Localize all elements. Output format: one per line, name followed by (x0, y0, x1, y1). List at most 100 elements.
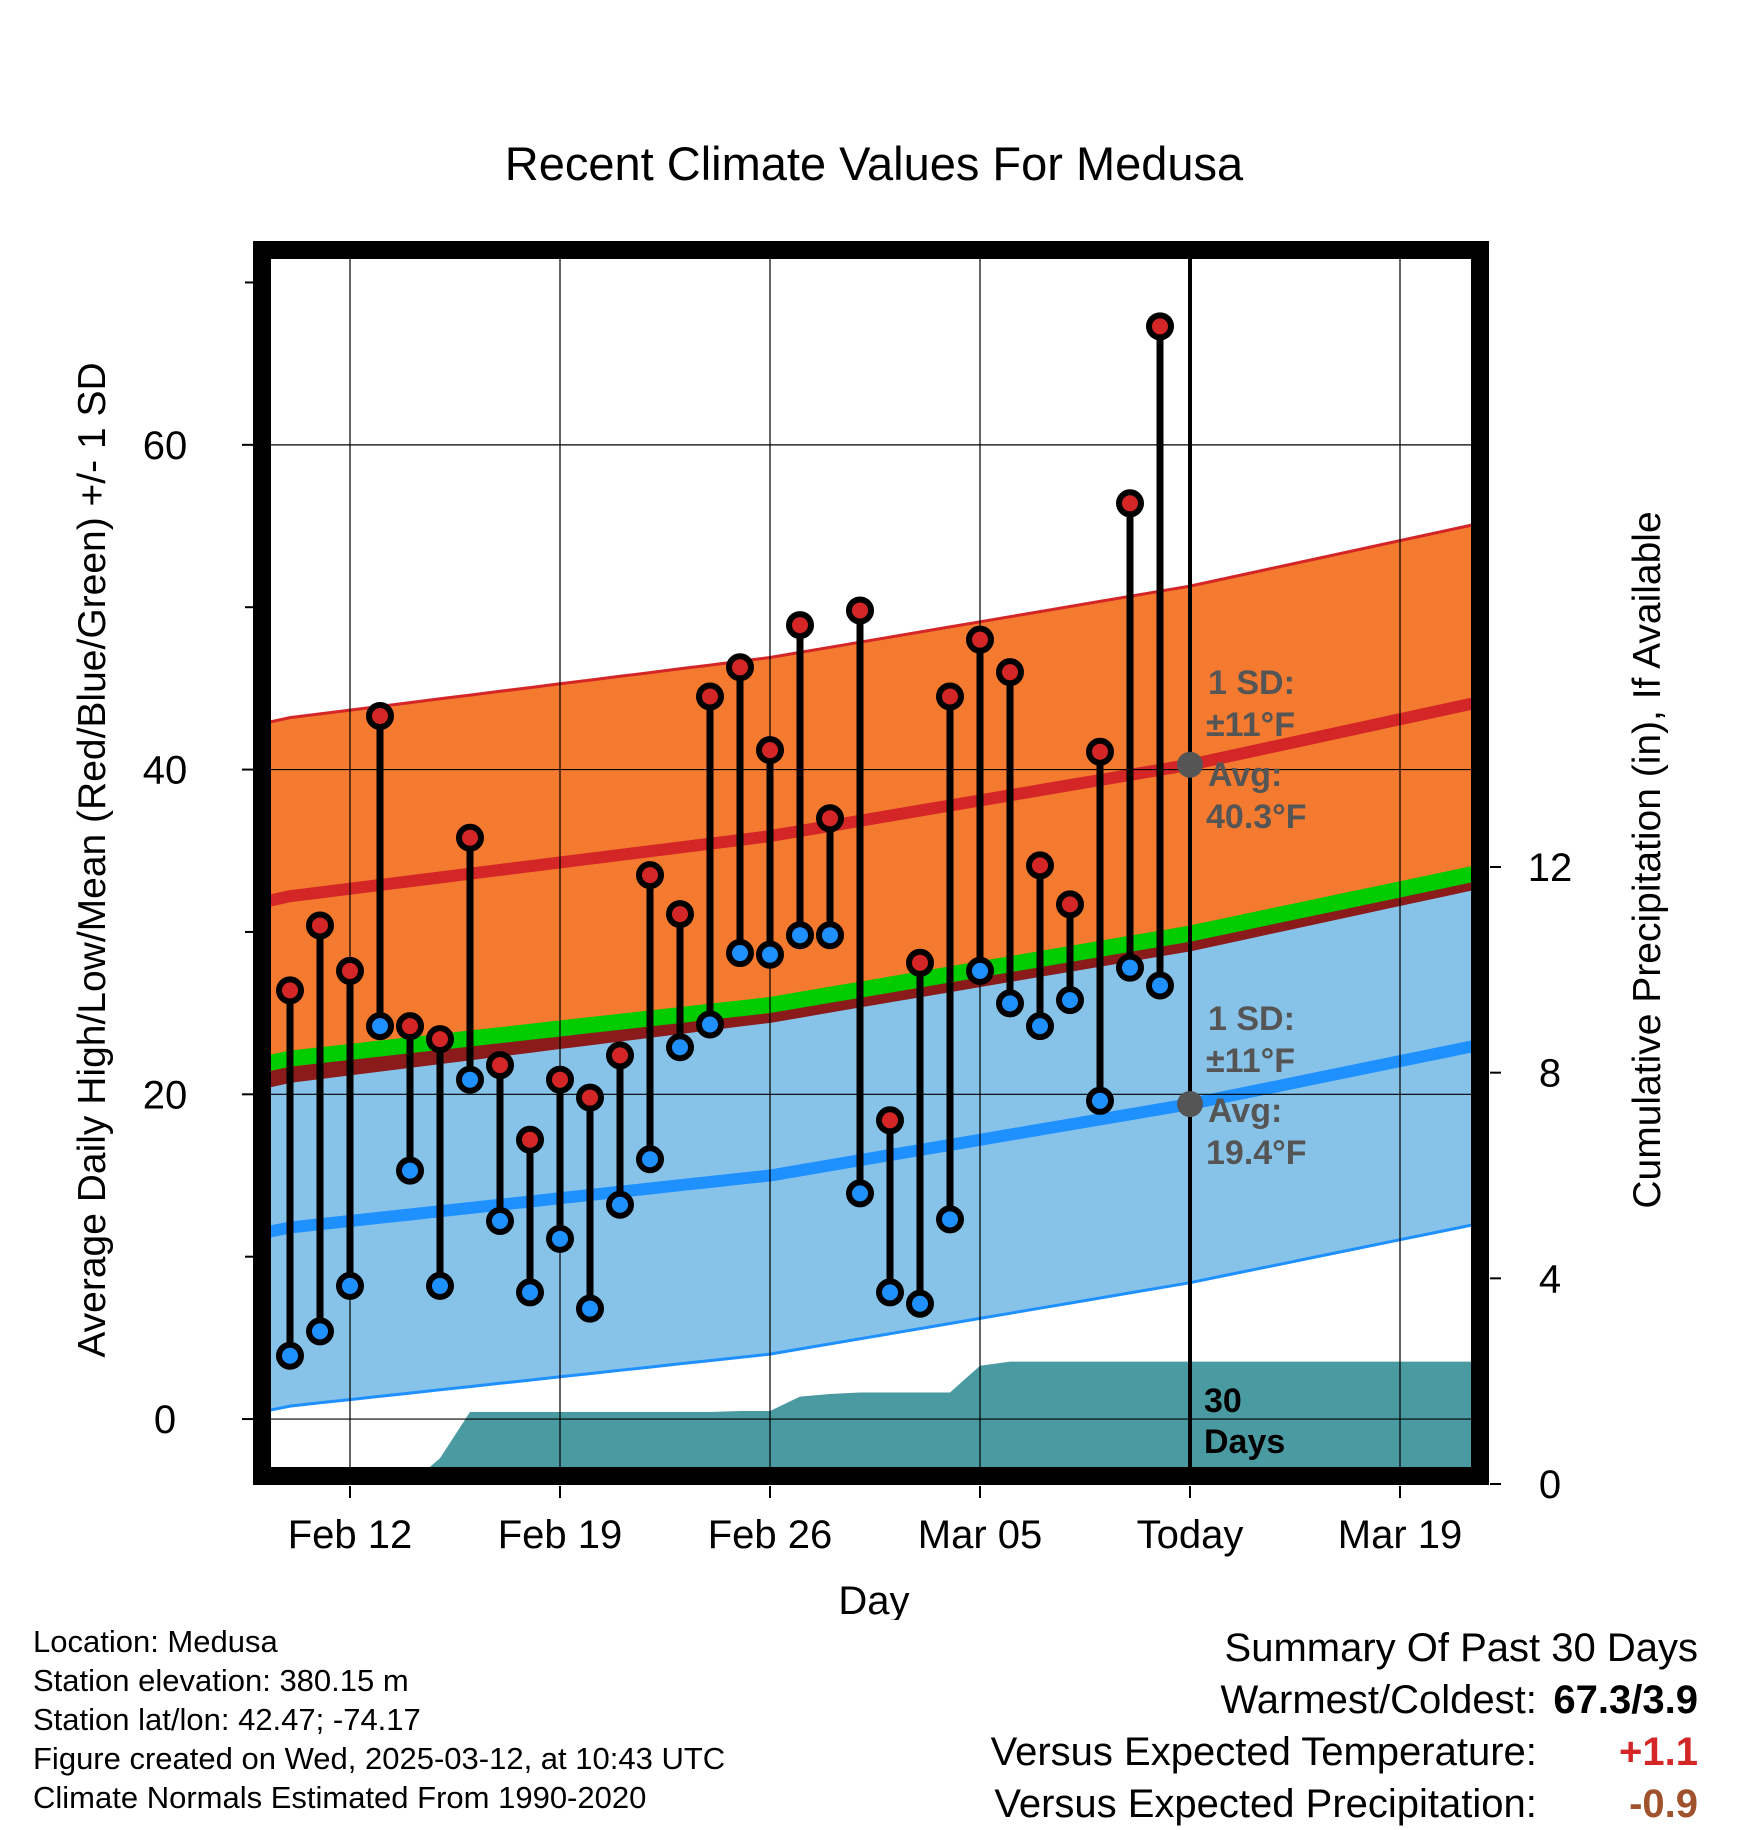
high-avg-label: Avg: (1208, 756, 1282, 794)
low-point (966, 956, 994, 985)
x-tick-label: Today (1137, 1513, 1244, 1557)
summary-warmest-row: Warmest/Coldest: 67.3/3.9 (991, 1674, 1699, 1726)
plot-area: 1 SD: ±11°F Avg: 40.3°F 1 SD: ±11°F Avg: 19.4°F… (262, 250, 1480, 1476)
low-point (726, 939, 754, 968)
high-point (906, 948, 934, 977)
low-annotation: 1 SD: ±11°F Avg: 19.4°F (1206, 1000, 1307, 1172)
low-normal-line (262, 1038, 1480, 1240)
summary-precip-row: Versus Expected Precipitation: -0.9 (991, 1778, 1698, 1830)
high-point (1056, 890, 1084, 919)
high-point (1146, 312, 1174, 341)
high-point (516, 1125, 544, 1154)
high-point (876, 1106, 904, 1135)
x-tick-label: Feb 19 (498, 1513, 623, 1557)
created-text: Figure created on Wed, 2025-03-12, at 10… (33, 1741, 726, 1776)
low-point (426, 1271, 454, 1300)
high-point (426, 1025, 454, 1054)
mean-normal-line (262, 864, 1480, 1073)
low-point (306, 1317, 334, 1346)
high-point (336, 956, 364, 985)
today-high-normal-marker (1177, 751, 1203, 778)
low-sd-band (262, 866, 1480, 1412)
high-point (366, 701, 394, 730)
high-sd-upper-edge (262, 521, 1480, 726)
low-point (1056, 986, 1084, 1015)
y-axis-label-right: Cumulative Precipitation (in), If Availa… (1626, 511, 1669, 1208)
high-point (456, 823, 484, 852)
high-point (546, 1065, 574, 1094)
x-axis-label: Day (838, 1579, 909, 1620)
chart-title: Recent Climate Values For Medusa (505, 137, 1244, 190)
warmest-value: 67.3/3.9 (1553, 1678, 1698, 1722)
low-point (1116, 953, 1144, 982)
y-right-tick-label: 12 (1528, 846, 1573, 890)
low-point (876, 1278, 904, 1307)
y-axis-label-left: Average Daily High/Low/Mean (Red/Blue/Gr… (71, 362, 114, 1357)
low-point (636, 1145, 664, 1174)
high-point (696, 682, 724, 711)
high-point (1116, 489, 1144, 518)
low-sd-lower-edge (262, 1221, 1480, 1414)
y-right-tick-label: 0 (1539, 1463, 1561, 1507)
high-point (816, 804, 844, 833)
low-sd-label: 1 SD: (1208, 1000, 1295, 1038)
low-point (666, 1033, 694, 1062)
high-point (636, 861, 664, 890)
days-label-number: 30 (1204, 1382, 1242, 1420)
high-point (1026, 851, 1054, 880)
high-point (726, 653, 754, 682)
climate-chart: Recent Climate Values For Medusa 1 SD: ±1… (71, 137, 1669, 1620)
days-label-text: Days (1204, 1423, 1285, 1461)
precip-anomaly-label: Versus Expected Precipitation: (994, 1782, 1537, 1826)
x-tick-label: Mar 05 (918, 1513, 1043, 1557)
high-avg-value: 40.3°F (1206, 798, 1307, 836)
location-text: Location: Medusa (33, 1624, 278, 1659)
temp-anomaly-value: +1.1 (1619, 1730, 1698, 1774)
high-sd-label: 1 SD: (1208, 664, 1295, 702)
low-point (1086, 1086, 1114, 1115)
low-point (276, 1341, 304, 1370)
low-point (816, 921, 844, 950)
latlon-text: Station lat/lon: 42.47; -74.17 (33, 1702, 421, 1737)
low-point (786, 921, 814, 950)
high-normal-line (262, 695, 1480, 909)
low-point (996, 989, 1024, 1018)
low-point (936, 1205, 964, 1234)
high-point (396, 1012, 424, 1041)
low-point (756, 940, 784, 969)
high-point (666, 900, 694, 929)
low-sd-value: ±11°F (1206, 1042, 1295, 1080)
summary-temp-row: Versus Expected Temperature: +1.1 (991, 1726, 1698, 1778)
high-point (486, 1051, 514, 1080)
band-overlap-line (262, 872, 1480, 1090)
high-point (846, 596, 874, 625)
low-point (516, 1278, 544, 1307)
x-tick-label: Mar 19 (1338, 1513, 1463, 1557)
low-point (486, 1206, 514, 1235)
x-tick-label: Feb 12 (288, 1513, 413, 1557)
low-point (906, 1289, 934, 1318)
low-avg-value: 19.4°F (1206, 1134, 1307, 1172)
high-point (756, 736, 784, 765)
high-point (966, 625, 994, 654)
low-point (546, 1224, 574, 1253)
y-tick-label: 0 (154, 1398, 176, 1442)
high-point (276, 976, 304, 1005)
x-tick-label: Feb 26 (708, 1513, 833, 1557)
precip-anomaly-value: -0.9 (1629, 1782, 1698, 1826)
y-right-tick-label: 8 (1539, 1052, 1561, 1096)
high-point (996, 658, 1024, 687)
high-annotation: 1 SD: ±11°F Avg: 40.3°F (1206, 664, 1307, 836)
low-point (696, 1010, 724, 1039)
y-tick-label: 40 (143, 749, 188, 793)
high-point (1086, 737, 1114, 766)
today-low-normal-marker (1177, 1091, 1203, 1118)
plot-frame (253, 241, 1489, 1485)
low-point (846, 1179, 874, 1208)
normals-text: Climate Normals Estimated From 1990-2020 (33, 1780, 647, 1815)
low-point (1026, 1012, 1054, 1041)
y-tick-label: 20 (143, 1073, 188, 1117)
temp-anomaly-label: Versus Expected Temperature: (990, 1730, 1537, 1774)
low-point (576, 1294, 604, 1323)
